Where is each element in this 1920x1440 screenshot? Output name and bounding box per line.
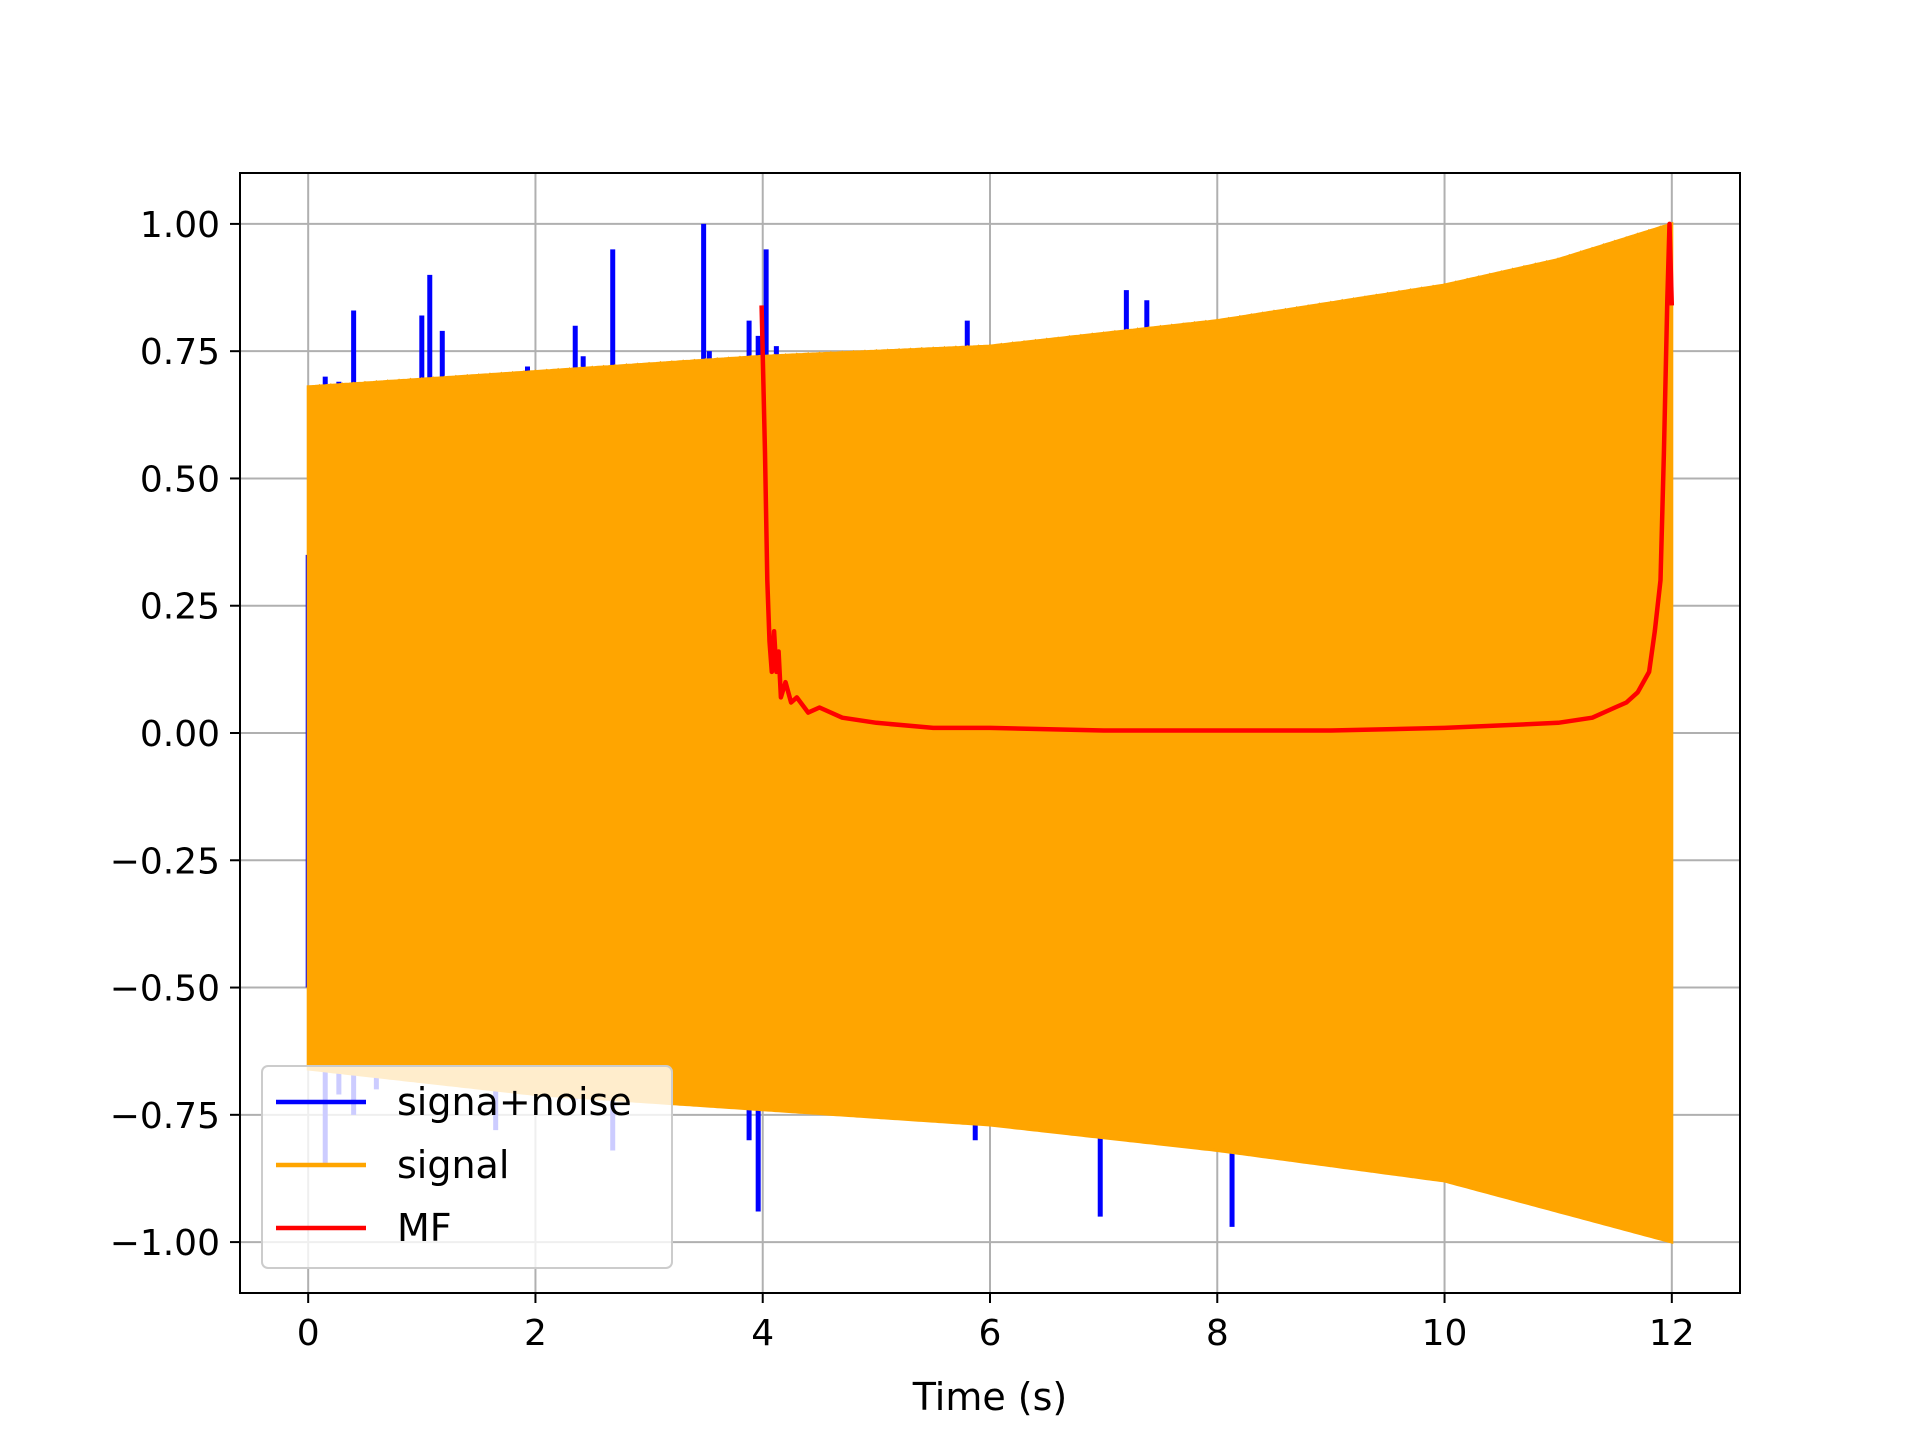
y-axis: 1.00 0.75 0.50 0.25 0.00 −0.25 −0.50 −0.75 −1.00 xyxy=(110,205,240,1264)
x-tick-label: 12 xyxy=(1649,1313,1695,1354)
x-tick-label: 8 xyxy=(1206,1313,1229,1354)
x-tick-label: 0 xyxy=(297,1313,320,1354)
x-axis: 0 2 4 6 8 10 12 xyxy=(297,1293,1695,1354)
legend-box xyxy=(261,1065,673,1269)
y-tick-label: −0.75 xyxy=(110,1096,220,1137)
y-tick-label: 0.50 xyxy=(140,459,220,500)
y-tick-label: 1.00 xyxy=(140,205,220,246)
x-tick-label: 4 xyxy=(751,1313,774,1354)
legend-label: signal xyxy=(397,1143,509,1187)
x-tick-label: 2 xyxy=(524,1313,547,1354)
x-tick-label: 10 xyxy=(1422,1313,1468,1354)
legend: signa+noise signal MF xyxy=(261,1065,673,1269)
mf-series xyxy=(759,221,1675,733)
y-tick-label: −0.50 xyxy=(110,969,220,1010)
y-tick-label: 0.75 xyxy=(140,332,220,373)
x-axis-label: Time (s) xyxy=(912,1375,1068,1419)
y-tick-label: 0.00 xyxy=(140,714,220,755)
plot-area xyxy=(305,221,1675,1245)
legend-label: signa+noise xyxy=(397,1080,632,1124)
signal-oscillation-edge xyxy=(307,223,1674,395)
mf-line xyxy=(759,221,1675,733)
legend-label: MF xyxy=(397,1206,452,1250)
y-tick-label: 0.25 xyxy=(140,587,220,628)
y-tick-label: −0.25 xyxy=(110,841,220,882)
x-tick-label: 6 xyxy=(979,1313,1002,1354)
y-tick-label: −1.00 xyxy=(110,1223,220,1264)
